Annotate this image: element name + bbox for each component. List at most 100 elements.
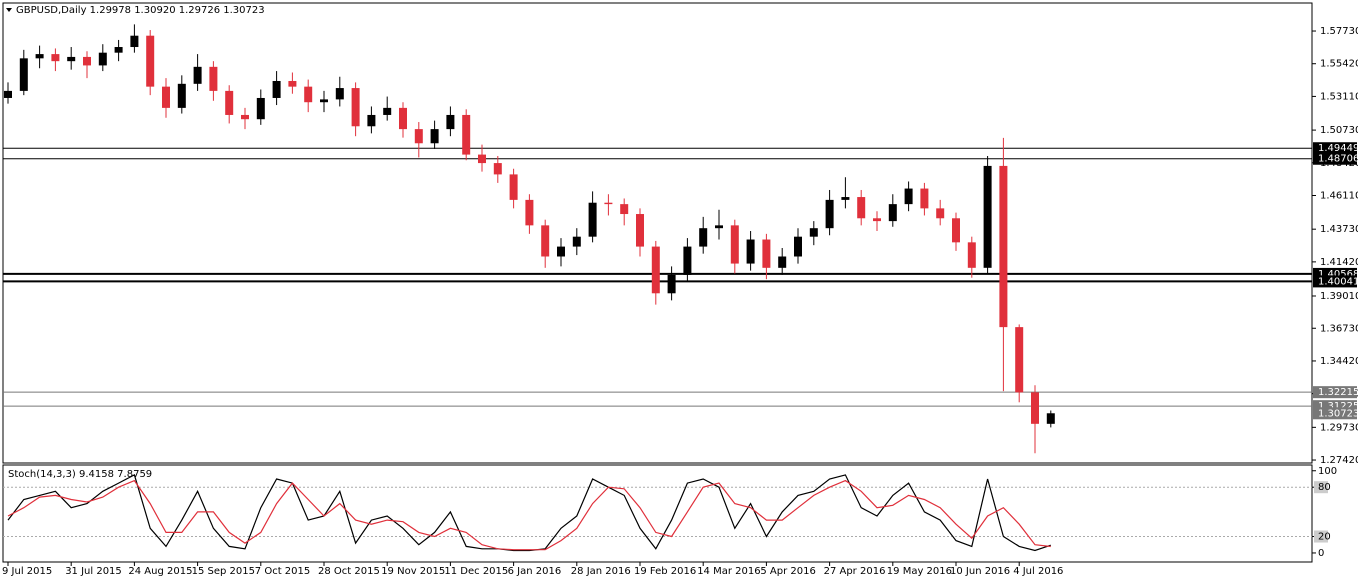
- candle-body: [241, 114, 249, 120]
- candle-body: [762, 239, 771, 268]
- y-tick-label: 1.34420: [1320, 356, 1358, 367]
- candle-body: [809, 228, 818, 237]
- level-box: [1313, 275, 1357, 288]
- stoch-line: [7, 474, 1051, 552]
- candle-body: [225, 90, 234, 115]
- y-tick-label: 1.36730: [1320, 323, 1358, 334]
- candle-body: [1015, 327, 1024, 393]
- x-tick-label: 4 Jul 2016: [1013, 566, 1063, 577]
- candle-body: [841, 197, 850, 200]
- level-box: [1313, 152, 1357, 165]
- y-tick-label: 1.41420: [1320, 257, 1358, 268]
- candle-body: [572, 236, 581, 247]
- candle-body: [162, 86, 170, 108]
- candle-body: [699, 228, 708, 247]
- candle-body: [414, 129, 423, 144]
- candle-body: [651, 246, 660, 294]
- x-tick-label: 11 Dec 2015: [444, 566, 508, 577]
- candle-body: [936, 208, 945, 219]
- y-tick-label: 0: [1318, 548, 1324, 559]
- candle-body: [320, 99, 328, 103]
- x-tick-label: 9 Jul 2015: [2, 566, 52, 577]
- candle-body: [493, 163, 502, 175]
- y-tick-label: 1.53110: [1320, 91, 1358, 102]
- x-tick-label: 10 Jun 2016: [950, 566, 1010, 577]
- candle-body: [952, 218, 960, 243]
- stoch-title: Stoch(14,3,3) 9.4158 7.8759: [8, 469, 152, 480]
- candle-body: [715, 225, 723, 229]
- candle-body: [888, 204, 897, 222]
- candle-body: [967, 242, 976, 268]
- candle-body: [4, 90, 12, 98]
- candle-body: [636, 214, 644, 247]
- level-label: 1.32215: [1318, 387, 1358, 398]
- candle-body: [1046, 413, 1055, 424]
- candle-body: [667, 274, 676, 294]
- y-tick-label: 1.39010: [1320, 291, 1358, 302]
- candle-body: [683, 246, 692, 275]
- candle-body: [904, 188, 913, 205]
- candle-body: [367, 114, 376, 127]
- y-tick-label: 1.55420: [1320, 59, 1358, 70]
- candle-body: [177, 83, 186, 108]
- candle-body: [256, 97, 265, 120]
- y-tick-label: 1.27420: [1320, 455, 1358, 466]
- level-box: [1314, 530, 1328, 543]
- stoch-pane: [2, 464, 1313, 563]
- candle-body: [304, 86, 313, 103]
- y-tick-label: 1.57730: [1320, 26, 1358, 37]
- candle-body: [746, 239, 755, 264]
- candle-body: [983, 165, 992, 268]
- candle-body: [288, 80, 297, 87]
- candle-body: [51, 54, 60, 62]
- x-tick-label: 15 Sep 2015: [192, 566, 255, 577]
- price-pane: [2, 2, 1313, 464]
- candle-body: [478, 154, 486, 164]
- candle-body: [98, 52, 107, 66]
- x-tick-label: 28 Oct 2015: [318, 566, 380, 577]
- level-label: 1.40568: [1318, 269, 1358, 280]
- candle-body: [446, 114, 455, 130]
- candle-body: [130, 35, 139, 48]
- y-tick-label: 80: [1318, 482, 1331, 493]
- candle-body: [114, 47, 123, 53]
- candle-body: [920, 188, 929, 209]
- candle-body: [604, 202, 613, 205]
- title-arrow: [6, 8, 12, 12]
- x-tick-label: 14 Mar 2016: [697, 566, 760, 577]
- last-price-box: [1313, 407, 1357, 420]
- candle-body: [794, 236, 802, 257]
- candle-body: [430, 129, 439, 144]
- candle-body: [462, 114, 471, 155]
- level-box: [1314, 481, 1328, 494]
- candle-body: [825, 199, 834, 229]
- x-tick-label: 19 May 2016: [887, 566, 952, 577]
- x-tick-label: 28 Jan 2016: [571, 566, 631, 577]
- level-label: 1.31225: [1318, 401, 1358, 412]
- level-label: 1.40041: [1318, 276, 1358, 287]
- candle-body: [146, 35, 155, 87]
- candle-body: [588, 202, 597, 237]
- candle-body: [509, 174, 518, 200]
- x-tick-label: 27 Apr 2016: [824, 566, 886, 577]
- candle-body: [83, 56, 91, 66]
- y-tick-label: 20: [1318, 532, 1331, 543]
- chart-title: GBPUSD,Daily 1.29978 1.30920 1.29726 1.3…: [16, 5, 265, 16]
- level-box: [1313, 142, 1357, 155]
- candle-body: [557, 246, 565, 257]
- candle-body: [399, 107, 407, 130]
- candle-body: [67, 56, 76, 62]
- candle-body: [209, 66, 218, 91]
- candle-body: [999, 165, 1008, 328]
- x-tick-label: 6 Jan 2016: [508, 566, 562, 577]
- candle-body: [541, 225, 550, 257]
- candle-body: [35, 54, 44, 59]
- x-tick-label: 5 Apr 2016: [760, 566, 815, 577]
- candle-body: [873, 218, 881, 222]
- level-label: 1.49449: [1318, 143, 1358, 154]
- candle-body: [193, 66, 202, 84]
- candle-body: [335, 88, 344, 100]
- candle-body: [525, 199, 534, 226]
- level-box: [1313, 386, 1357, 399]
